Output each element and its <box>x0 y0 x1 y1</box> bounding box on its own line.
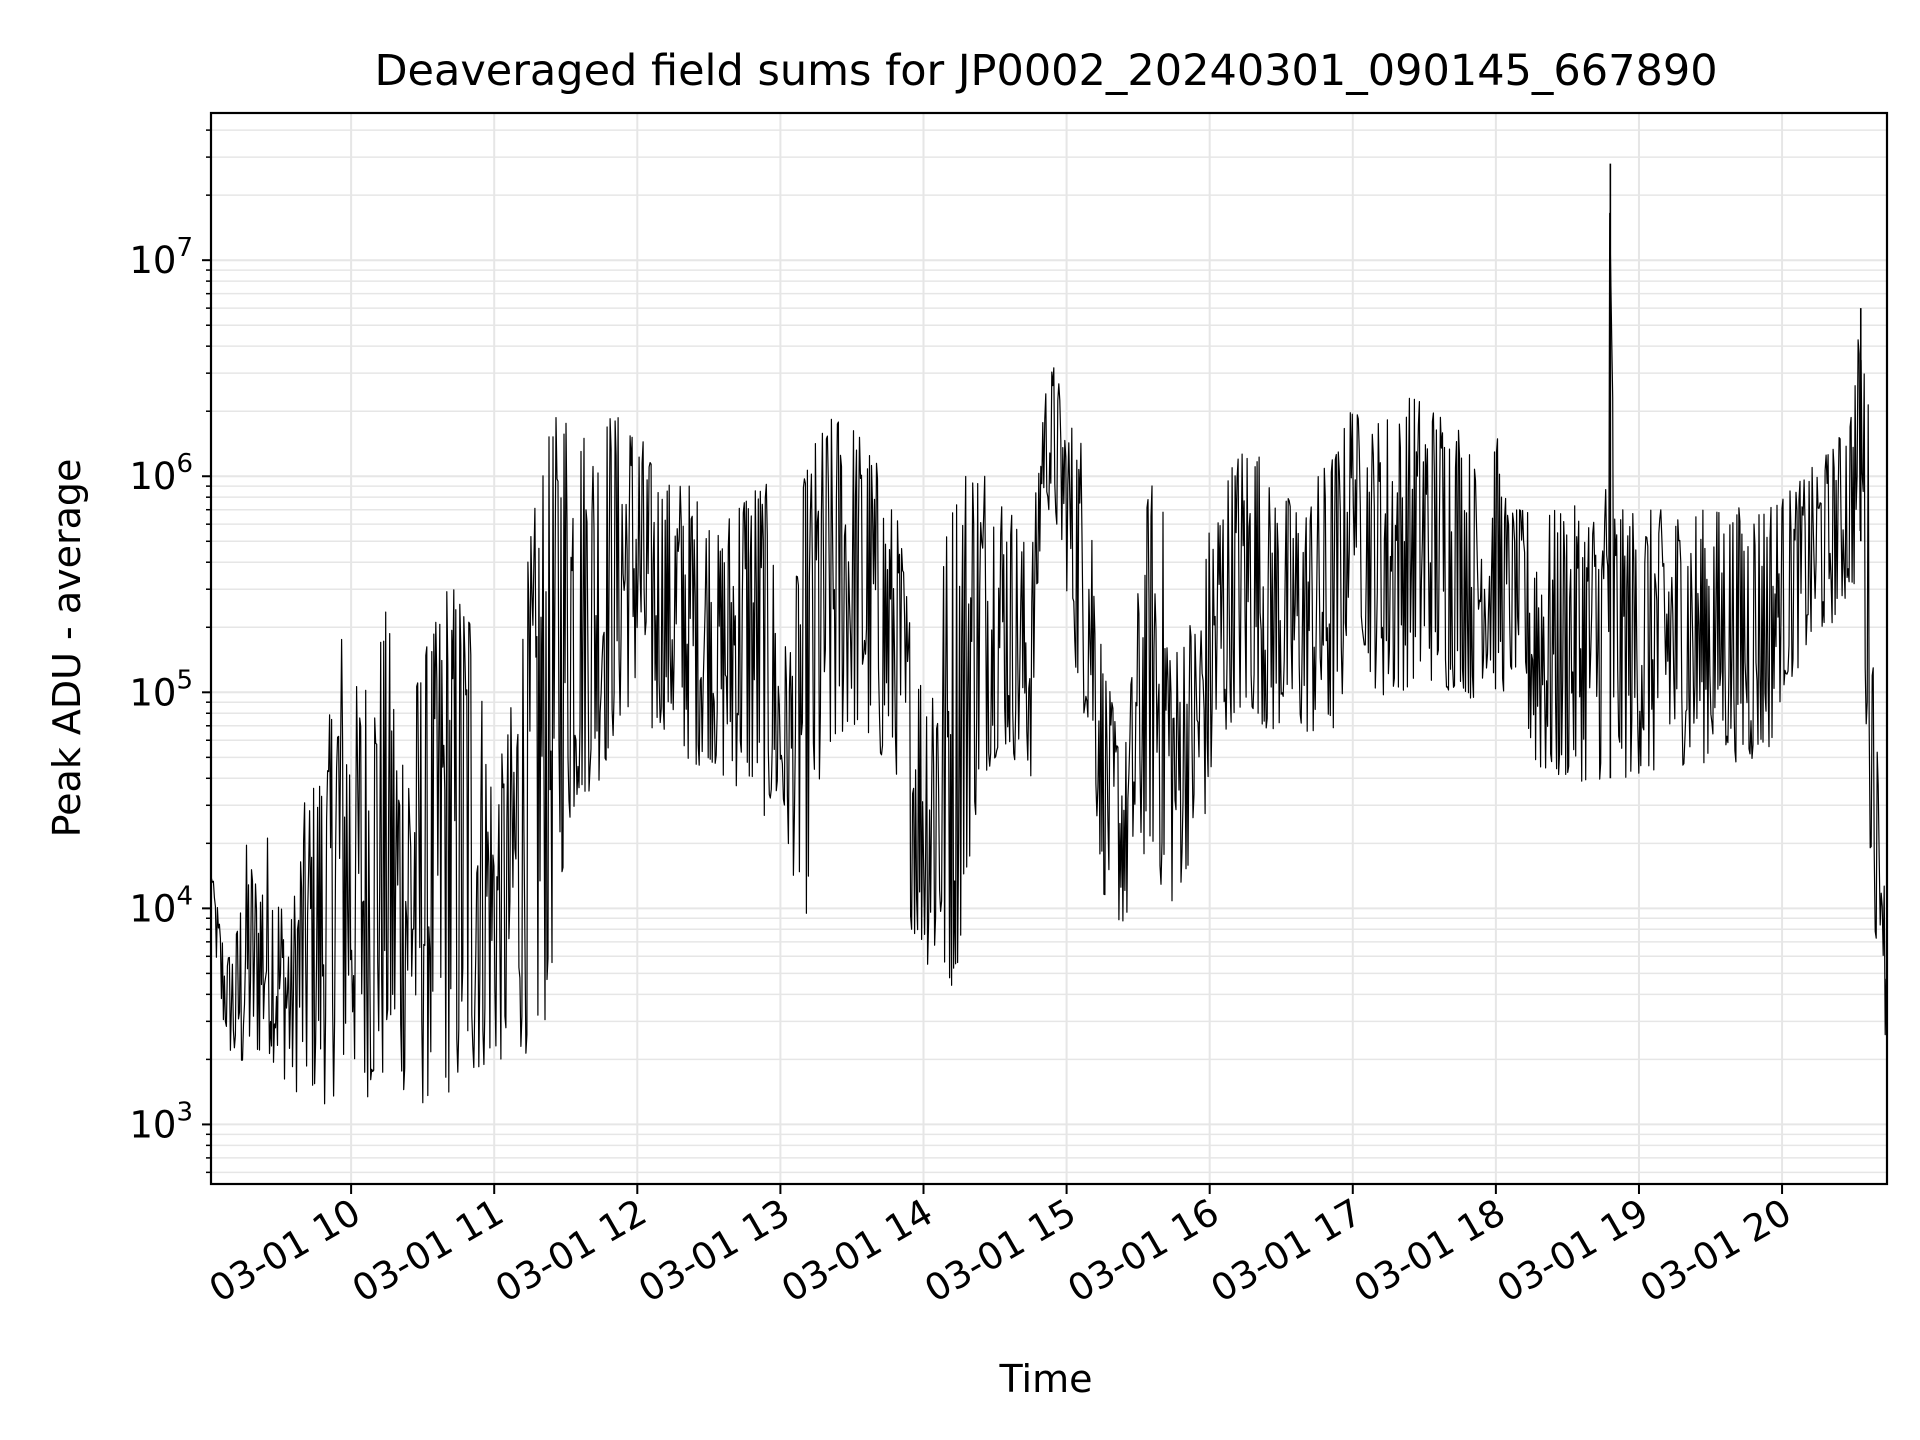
series-line <box>211 212 1887 1105</box>
y-tick-label: 103 <box>129 1097 193 1146</box>
y-tick-exponent: 6 <box>176 449 193 479</box>
y-tick-base: 10 <box>129 239 176 282</box>
y-tick-label: 105 <box>129 665 193 714</box>
y-tick-base: 10 <box>129 1103 176 1146</box>
y-tick-exponent: 3 <box>176 1097 193 1127</box>
plot-frame <box>209 111 1889 1186</box>
series-layer <box>211 163 1887 1105</box>
y-tick-exponent: 5 <box>176 665 193 695</box>
y-tick-exponent: 4 <box>176 881 193 911</box>
y-tick-base: 10 <box>129 455 176 498</box>
y-tick-base: 10 <box>129 887 176 930</box>
y-tick-label: 104 <box>129 881 193 930</box>
x-axis-label: Time <box>999 1357 1093 1401</box>
y-tick-label: 107 <box>129 233 193 282</box>
y-tick-label: 106 <box>129 449 193 498</box>
y-tick-exponent: 7 <box>176 233 193 263</box>
y-axis-label: Peak ADU - average <box>45 459 89 838</box>
chart-title: Deaveraged field sums for JP0002_2024030… <box>374 46 1717 96</box>
y-tick-base: 10 <box>129 671 176 714</box>
